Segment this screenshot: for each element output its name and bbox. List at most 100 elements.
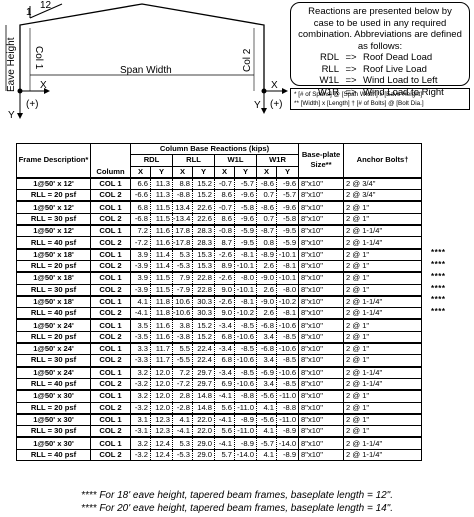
- baseplate-size: 8"x10": [298, 425, 345, 438]
- reaction-value: -5.5: [172, 354, 193, 368]
- legend-description: Roof Live Load: [363, 63, 427, 75]
- table-body: 1@50' x 12' COL 1 6.6 11.3 8.8 15.2 -0.7 -5.7 -8…: [16, 176, 423, 462]
- reaction-value: -5.6: [256, 389, 277, 403]
- anchor-bolts: 2 @ 1": [343, 283, 423, 297]
- reaction-value: 22.4: [192, 342, 215, 356]
- header-y: Y: [192, 165, 215, 179]
- reaction-value: 29.0: [192, 448, 215, 462]
- reaction-value: -4.1: [130, 307, 151, 320]
- frame-description: 1@50' x 12': [16, 224, 91, 238]
- reaction-value: 6.6: [130, 176, 151, 191]
- column-name: COL 1: [90, 412, 131, 427]
- anchor-bolts: 2 @ 1": [343, 330, 423, 344]
- baseplate-size: 8"x10": [298, 401, 345, 415]
- reaction-value: 4.1: [256, 425, 277, 438]
- frame-description: 1@50' x 18': [16, 294, 91, 309]
- reaction-value: 4.1: [130, 294, 151, 309]
- note-line-2: ** [Width] x [Length] † [# of Bolts] @ […: [294, 100, 424, 107]
- baseplate-size: 8"x10": [298, 200, 345, 214]
- x-axis-label-right: X: [271, 80, 278, 91]
- y-axis-label-right: Y: [254, 100, 261, 111]
- frame-description: RLL = 20 psf: [16, 330, 91, 344]
- reaction-value: -8.8: [172, 189, 193, 202]
- anchor-bolts: 2 @ 1-1/4": [343, 377, 423, 391]
- reaction-value: 6.8: [214, 354, 235, 368]
- reaction-value: -9.6: [275, 200, 300, 214]
- y-axis-label-left: Y: [8, 110, 15, 121]
- reaction-value: 2.6: [256, 259, 277, 273]
- reaction-value: -11.0: [275, 389, 300, 403]
- stars-marker: ****: [431, 307, 446, 316]
- column-name: COL 1: [90, 342, 131, 356]
- frame-description: RLL = 20 psf: [16, 259, 91, 273]
- anchor-bolts: 2 @ 1": [343, 247, 423, 261]
- frame-description: 1@50' x 30': [16, 436, 91, 450]
- reaction-value: -13.4: [172, 212, 193, 226]
- reaction-value: 8.9: [214, 259, 235, 273]
- reaction-value: -3.3: [130, 354, 151, 368]
- reaction-value: -7.9: [172, 283, 193, 297]
- baseplate-size: 8"x10": [298, 189, 345, 202]
- baseplate-size: 8"x10": [298, 236, 345, 250]
- reaction-value: -3.2: [130, 377, 151, 391]
- table-row: RLL = 40 psf COL 2 -3.2 12.0 -7.2 29.7 6.9 -10.…: [16, 377, 423, 391]
- reaction-value: 6.9: [214, 377, 235, 391]
- reaction-value: -7.2: [172, 377, 193, 391]
- reaction-value: -5.7: [256, 436, 277, 450]
- reaction-value: -8.6: [256, 200, 277, 214]
- reaction-value: -3.9: [130, 283, 151, 297]
- header-x: X: [214, 165, 235, 179]
- legend-arrow: =>: [345, 86, 357, 98]
- reaction-value: 3.2: [130, 436, 151, 450]
- reaction-value: -8.1: [275, 307, 300, 320]
- plus-label-right: (+): [270, 99, 283, 110]
- reaction-value: -5.7: [234, 176, 257, 191]
- reaction-value: 11.6: [150, 236, 173, 250]
- reaction-value: 10.6: [172, 294, 193, 309]
- table-row: 1@50' x 12' COL 1 6.6 11.3 8.8 15.2 -0.7 -5.7 -8…: [16, 176, 423, 191]
- frame-description: 1@50' x 18': [16, 247, 91, 261]
- legend-item: RDL => Roof Dead Load: [297, 52, 463, 64]
- reaction-value: -3.8: [172, 330, 193, 344]
- col1-label: Col 1: [33, 46, 44, 70]
- table-row: 1@50' x 18' COL 1 4.1 11.8 10.6 30.3 -2.6 -8.1-…: [16, 294, 423, 309]
- table-row: 1@50' x 18' COL 1 3.9 11.4 5.3 15.3 -2.6 -8.1 -8…: [16, 247, 423, 261]
- table-row: 1@50' x 30' COL 1 3.2 12.4 5.3 29.0 -4.1 -8.9 -5…: [16, 436, 423, 450]
- reaction-value: -2.6: [214, 294, 235, 309]
- frame-description: RLL = 40 psf: [16, 307, 91, 320]
- reaction-value: -10.1: [275, 247, 300, 261]
- reaction-value: 6.8: [214, 330, 235, 344]
- reaction-value: -6.9: [256, 365, 277, 379]
- legend-code: RDL: [319, 52, 339, 63]
- reaction-value: 3.4: [256, 330, 277, 344]
- frame-description: 1@50' x 12': [16, 200, 91, 214]
- reaction-value: 5.3: [172, 436, 193, 450]
- column-name: COL 1: [90, 176, 131, 191]
- reaction-value: -8.5: [234, 318, 257, 332]
- reaction-value: 11.6: [150, 318, 173, 332]
- reaction-value: 12.3: [150, 425, 173, 438]
- slope-rise: 1: [26, 7, 32, 18]
- baseplate-size: 8"x10": [298, 377, 345, 391]
- reaction-value: 3.1: [130, 412, 151, 427]
- header-rll: RLL: [172, 154, 215, 167]
- table-row: RLL = 20 psf COL 2 -3.9 11.4 -5.3 15.3 8.9 -10.…: [16, 259, 423, 273]
- reaction-value: -3.1: [130, 425, 151, 438]
- legend-code: W1L: [319, 75, 339, 86]
- frame-description: RLL = 30 psf: [16, 354, 91, 368]
- reaction-value: -4.1: [214, 412, 235, 427]
- reaction-value: 22.6: [192, 200, 215, 214]
- reaction-value: 29.0: [192, 436, 215, 450]
- reaction-value: -0.7: [214, 176, 235, 191]
- reaction-value: 15.2: [192, 189, 215, 202]
- column-name: COL 1: [90, 436, 131, 450]
- reaction-value: -11.0: [275, 412, 300, 427]
- col2-label: Col 2: [242, 48, 253, 72]
- reaction-value: -7.2: [130, 236, 151, 250]
- reaction-value: 22.8: [192, 283, 215, 297]
- reaction-value: 3.8: [172, 318, 193, 332]
- baseplate-size: 8"x10": [298, 354, 345, 368]
- frame-diagram: 1 12 Eave Height Col 1 Col 2 Span Width …: [5, 0, 288, 121]
- column-name: COL 2: [90, 377, 131, 391]
- reaction-value: 0.7: [256, 212, 277, 226]
